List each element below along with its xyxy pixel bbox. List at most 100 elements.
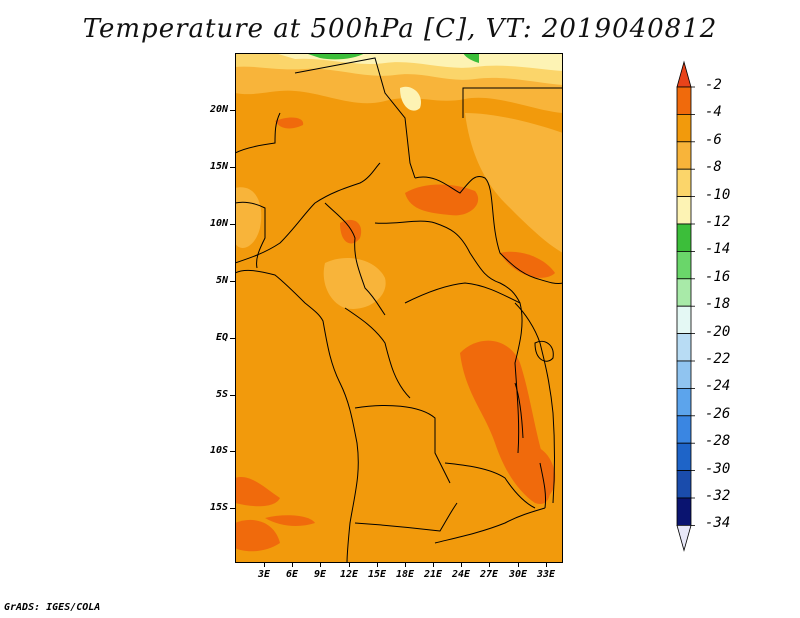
lon-tick [320, 563, 321, 567]
colorbar-label: -14 [705, 241, 731, 258]
lon-tick [349, 563, 350, 567]
lon-tick [546, 563, 547, 567]
border-car [374, 220, 521, 304]
lat-label-10n: 10N [209, 218, 228, 229]
colorbar-bottom-arrow [676, 525, 692, 552]
colorbar-label: -20 [705, 323, 731, 340]
footer-credit: GrADS: IGES/COLA [4, 602, 101, 613]
border-angola-s [354, 502, 458, 532]
map-canvas [235, 53, 563, 563]
border-libya-chad [294, 57, 416, 179]
colorbar-label: -4 [705, 104, 722, 121]
lat-tick [230, 224, 235, 225]
lat-tick [230, 167, 235, 168]
field-warm-sahel [405, 184, 479, 216]
colorbar-swatch [676, 86, 692, 115]
lat-label-15s: 15S [209, 502, 228, 513]
border-congo [344, 307, 411, 399]
lat-label-15n: 15N [209, 161, 228, 172]
colorbar-swatch [676, 141, 692, 170]
coastline-west [235, 269, 359, 563]
colorbar-swatch [676, 442, 692, 472]
lon-tick [518, 563, 519, 567]
border-egypt-sudan [462, 87, 563, 118]
colorbar-swatches [676, 60, 695, 552]
colorbar-label: -24 [705, 378, 731, 395]
border-west-africa2 [235, 201, 266, 269]
colorbar-top-arrow [676, 60, 692, 88]
temperature-map [235, 53, 563, 563]
colorbar-label: -2 [705, 77, 722, 93]
colorbar-label: -34 [705, 515, 731, 532]
lat-label-5s: 5S [215, 389, 228, 400]
colorbar-swatch [676, 415, 692, 444]
lat-tick [230, 451, 235, 452]
lake-tanganyika [514, 382, 524, 439]
border-west-africa [235, 112, 281, 154]
lat-tick [230, 395, 235, 396]
colorbar-swatch [676, 114, 692, 143]
lon-label-33e: 33E [536, 569, 556, 580]
border-cameroon [324, 202, 386, 316]
lat-tick [230, 281, 235, 282]
colorbar-swatch [676, 470, 692, 499]
border-drc [404, 282, 523, 454]
colorbar-label: -8 [705, 159, 722, 176]
lon-tick [292, 563, 293, 567]
colorbar-label: -26 [705, 405, 731, 422]
colorbar-swatch [676, 497, 692, 526]
lon-label-18e: 18E [395, 569, 415, 580]
colorbar-swatch [676, 168, 692, 197]
lon-label-24e: 24E [451, 569, 471, 580]
lat-label-10s: 10S [209, 445, 228, 456]
field-warm-sw2 [235, 519, 280, 552]
field-warm-sw1 [235, 477, 280, 507]
map-title: Temperature at 500hPa [C], VT: 201904081… [82, 14, 718, 44]
border-east [514, 302, 555, 504]
colorbar-swatch [676, 278, 692, 307]
lat-tick [230, 508, 235, 509]
border-namibia [434, 507, 546, 544]
border-nigeria [235, 162, 381, 264]
lake-victoria [534, 340, 554, 362]
colorbar-label: -10 [705, 186, 731, 203]
border-angola-n [354, 404, 451, 484]
field-warm-n [275, 117, 304, 129]
border-zambia [444, 462, 536, 509]
map-frame [235, 53, 563, 563]
colorbar-label: -32 [705, 488, 731, 504]
colorbar-label: -30 [705, 460, 731, 477]
colorbar-swatch [676, 196, 692, 225]
field-cool-patch [400, 86, 421, 111]
field-warm-e [500, 251, 555, 278]
lat-tick [230, 338, 235, 339]
lon-label-12e: 12E [339, 569, 359, 580]
lat-label-20n: 20N [209, 104, 228, 115]
lon-tick [264, 563, 265, 567]
lon-tick [489, 563, 490, 567]
colorbar-swatch [676, 223, 692, 252]
field-warm-w [340, 219, 362, 244]
border-sudan [414, 176, 563, 284]
lat-tick [230, 110, 235, 111]
lat-label-5n: 5N [215, 275, 228, 286]
lon-label-6e: 6E [285, 569, 299, 580]
lon-label-27e: 27E [479, 569, 499, 580]
lon-label-30e: 30E [508, 569, 528, 580]
colorbar-label: -18 [705, 296, 731, 313]
lon-tick [433, 563, 434, 567]
colorbar-swatch [676, 387, 692, 417]
colorbar-label: -6 [705, 131, 722, 148]
colorbar-swatch [676, 250, 692, 280]
lon-label-3e: 3E [257, 569, 271, 580]
field-ne-cool [465, 113, 563, 253]
field-warm-sw3 [265, 515, 315, 526]
colorbar-label: -16 [705, 268, 731, 285]
lon-tick [405, 563, 406, 567]
colorbar-label: -22 [705, 351, 731, 367]
colorbar-swatch [676, 360, 692, 389]
colorbar-label: -12 [705, 214, 731, 230]
colorbar-swatch [676, 305, 692, 335]
field-green-top2 [463, 53, 479, 63]
